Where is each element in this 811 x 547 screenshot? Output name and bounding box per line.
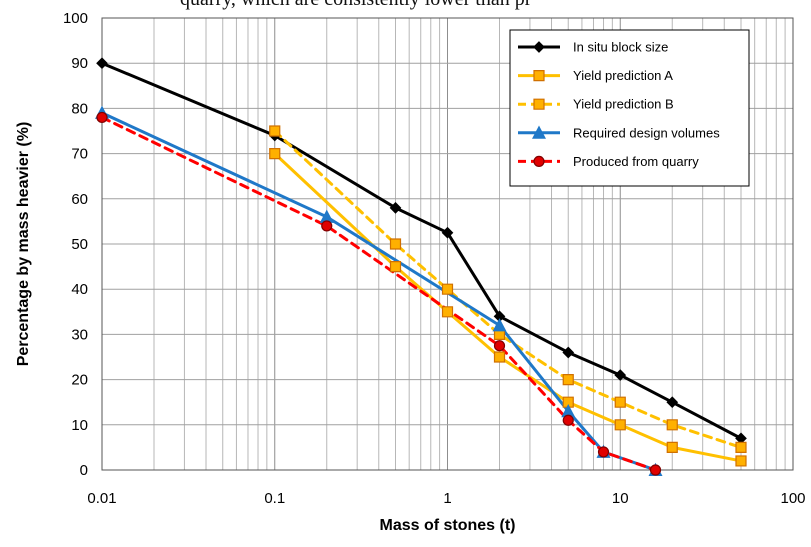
y-axis-title: Percentage by mass heavier (%): [15, 122, 32, 367]
data-point-produced-from-quarry: [96, 111, 108, 124]
data-point-yield-prediction-a: [562, 396, 574, 408]
data-point-produced-from-quarry: [649, 464, 662, 476]
data-point-yield-prediction-a: [614, 419, 626, 431]
data-point-produced-from-quarry: [321, 220, 333, 232]
legend-label: Produced from quarry: [573, 154, 699, 169]
data-point-produced-from-quarry: [597, 446, 610, 458]
y-tick-label: 20: [71, 372, 88, 389]
data-point-yield-prediction-a: [441, 306, 454, 318]
data-point-yield-prediction-b: [666, 419, 678, 431]
y-tick-label: 90: [71, 55, 88, 72]
data-point-yield-prediction-a: [735, 455, 747, 467]
legend-label: Yield prediction A: [573, 68, 673, 83]
data-point-in-situ-block-size: [666, 396, 679, 409]
legend-marker: [533, 41, 545, 53]
cropped-caption-text: quarry, which are consistently lower tha…: [180, 0, 650, 11]
y-tick-label: 80: [71, 100, 88, 117]
x-tick-label: 0.01: [87, 490, 116, 507]
data-point-required-design-volumes: [492, 318, 507, 332]
data-point-produced-from-quarry: [562, 414, 574, 426]
data-point-yield-prediction-b: [735, 441, 747, 453]
data-point-yield-prediction-b: [269, 125, 281, 137]
series-line-yield-prediction-b: [273, 129, 743, 449]
data-point-in-situ-block-size: [614, 369, 627, 381]
legend-marker: [533, 155, 545, 167]
y-tick-label: 10: [71, 417, 88, 434]
x-axis-title: Mass of stones (t): [379, 517, 515, 534]
legend-label: Yield prediction B: [573, 97, 674, 112]
axes-layer: 0.01 0.1 1 10 100 0 10 20 30 40 50 60 70 80 90 100: [63, 10, 806, 507]
x-tick-label: 0.1: [264, 490, 285, 507]
data-point-yield-prediction-a: [269, 148, 281, 160]
data-point-yield-prediction-a: [666, 441, 678, 453]
x-tick-label: 100: [780, 490, 805, 507]
plot-area-border: [101, 17, 794, 471]
data-point-in-situ-block-size: [441, 226, 454, 239]
legend-marker: [533, 98, 545, 110]
series-line-yield-prediction-a: [273, 152, 743, 463]
data-point-produced-from-quarry: [493, 340, 506, 352]
data-point-in-situ-block-size: [389, 201, 402, 214]
y-tick-label: 30: [71, 326, 88, 343]
legend: In situ block size Yield prediction A Yiel…: [509, 29, 750, 187]
data-point-yield-prediction-b: [389, 238, 402, 250]
data-point-yield-prediction-b: [441, 283, 454, 295]
marker-layer: [95, 57, 747, 476]
data-point-yield-prediction-a: [493, 351, 506, 363]
legend-marker: [533, 70, 545, 82]
y-tick-label: 50: [71, 236, 88, 253]
legend-label: Required design volumes: [573, 125, 720, 140]
data-point-in-situ-block-size: [562, 346, 575, 359]
y-tick-label: 0: [80, 462, 88, 479]
legend-marker: [532, 125, 546, 139]
y-tick-label: 60: [71, 191, 88, 208]
data-point-yield-prediction-b: [562, 374, 574, 386]
y-tick-label: 100: [63, 10, 88, 27]
y-tick-label: 40: [71, 281, 88, 298]
x-tick-label: 10: [612, 490, 629, 507]
x-tick-label: 1: [443, 490, 451, 507]
data-point-yield-prediction-a: [389, 261, 402, 273]
series-line-produced-from-quarry: [102, 115, 658, 470]
data-point-yield-prediction-b: [614, 396, 626, 408]
y-tick-label: 70: [71, 146, 88, 163]
legend-label: In situ block size: [573, 40, 668, 55]
data-point-in-situ-block-size: [96, 57, 108, 70]
